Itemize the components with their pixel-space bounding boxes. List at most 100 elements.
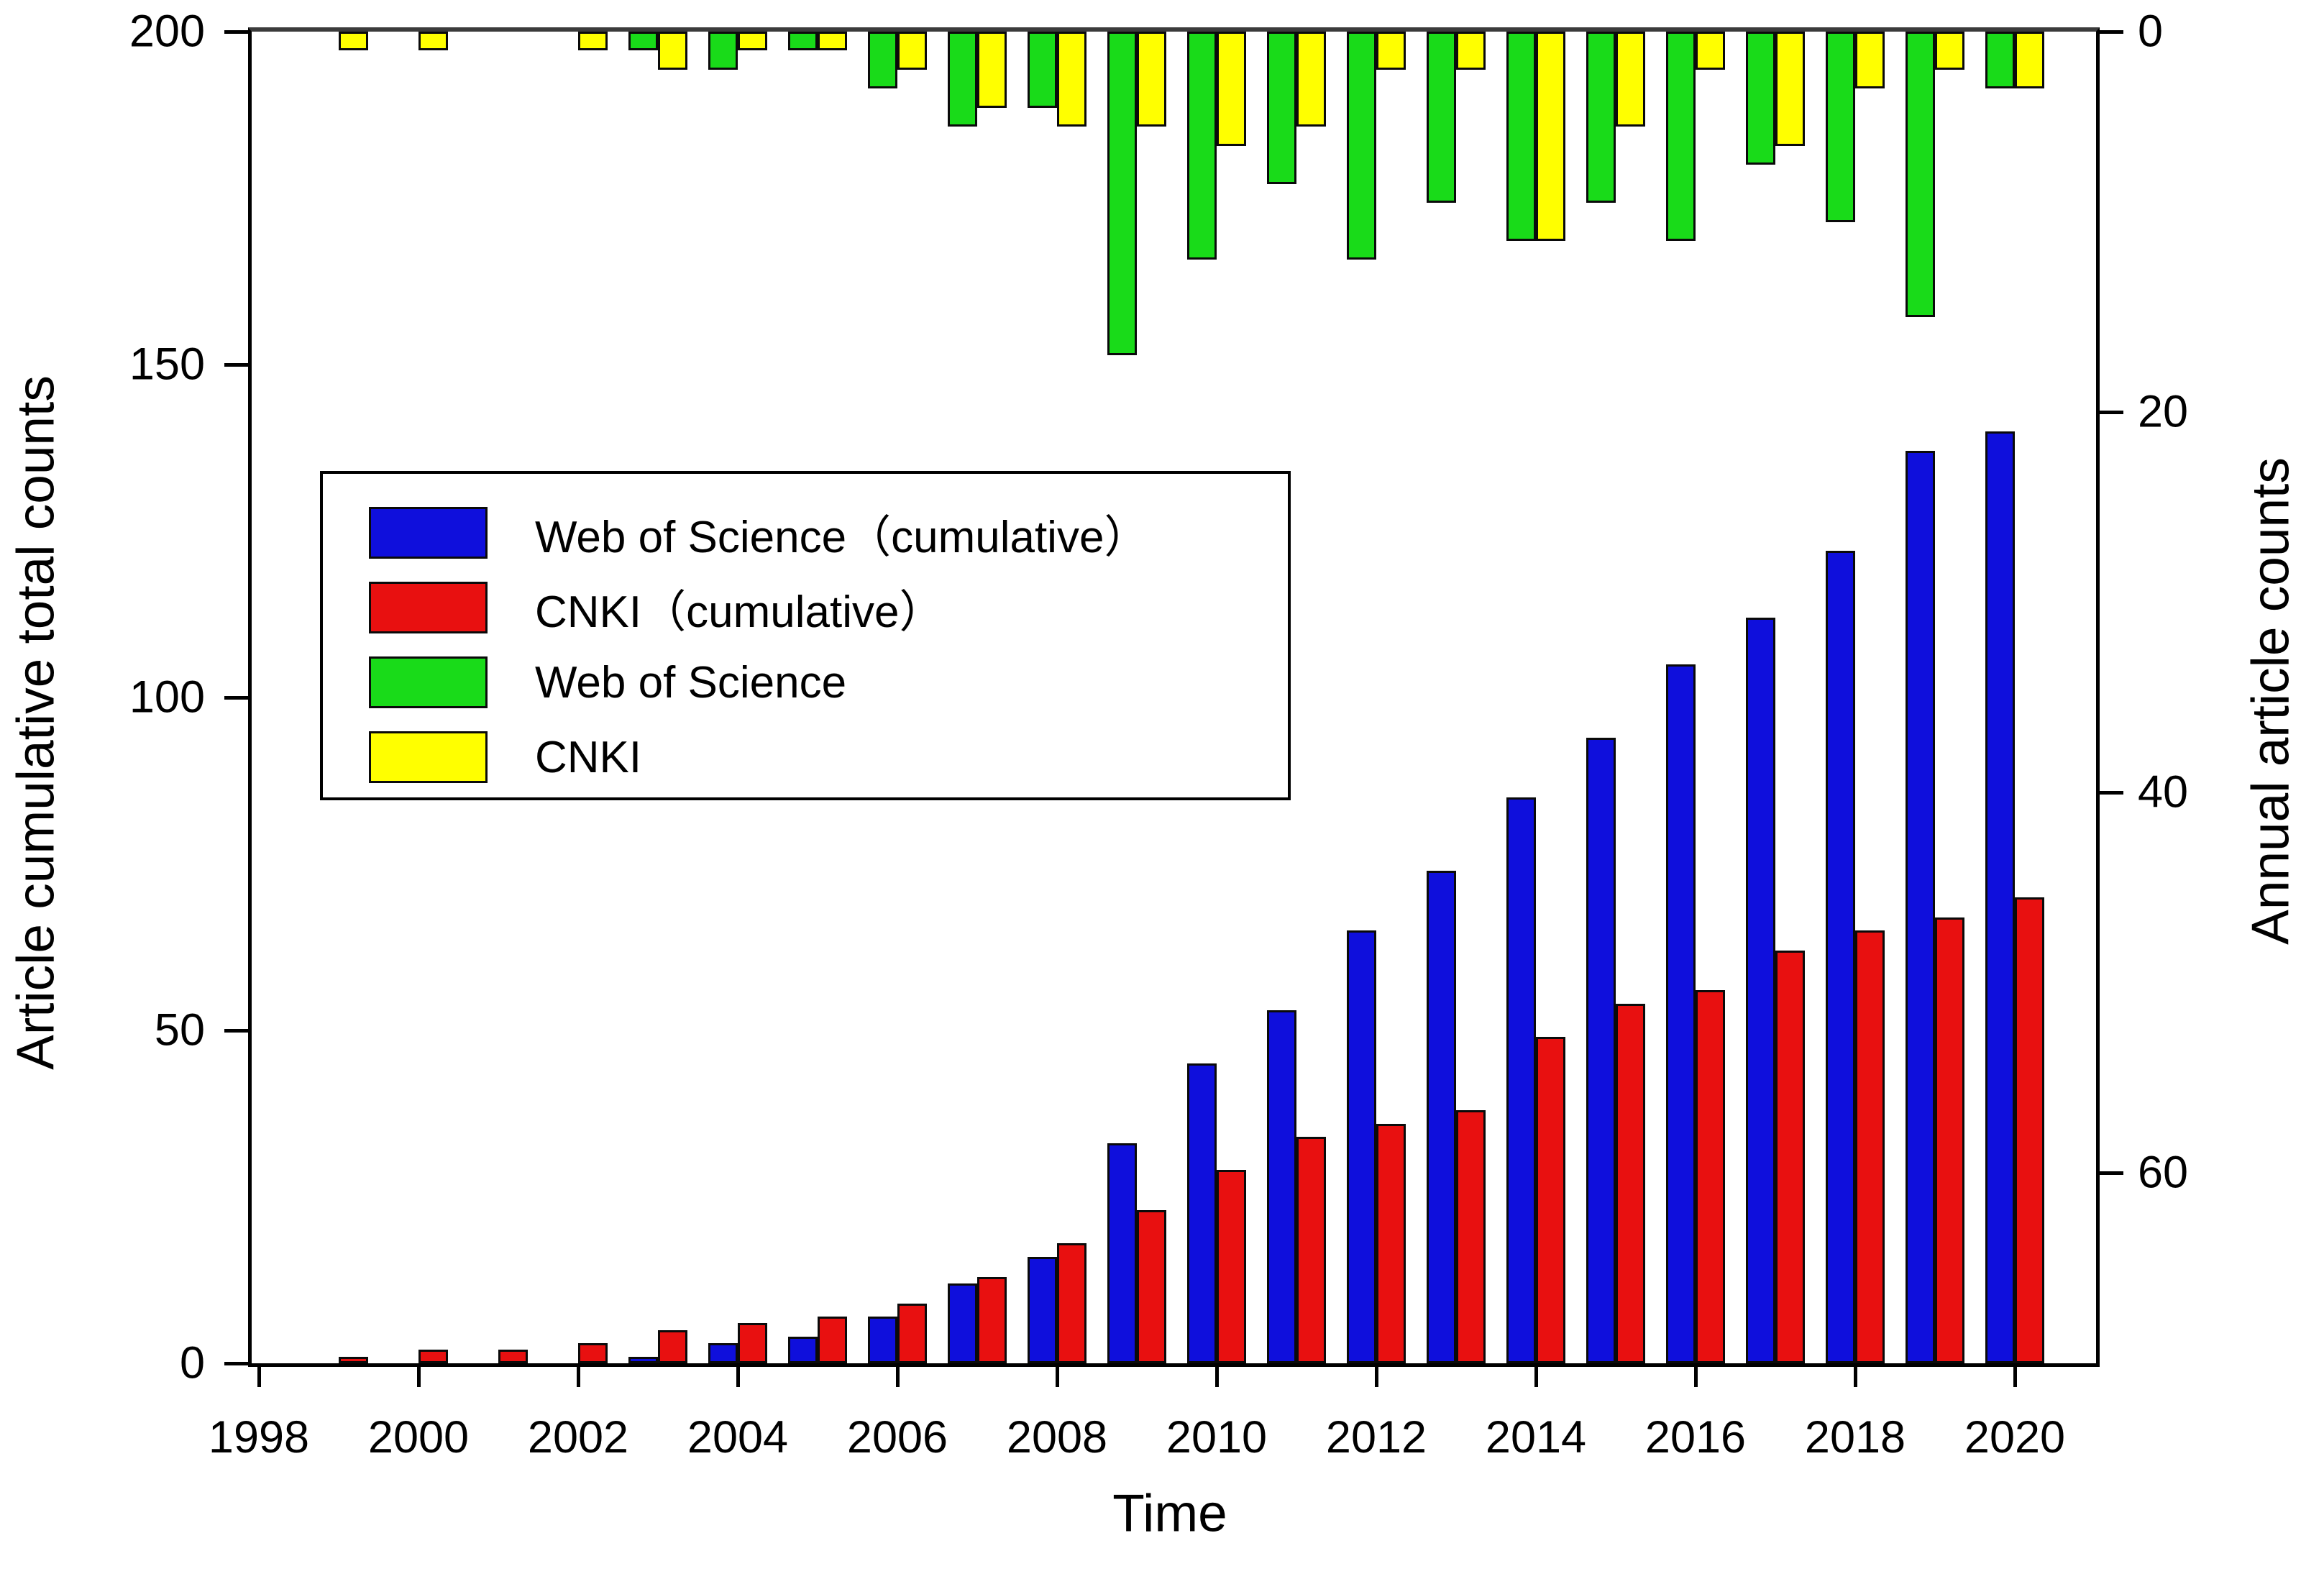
right-tick-label-60: 60 <box>2138 1147 2189 1198</box>
bar-cnki-2009 <box>1137 32 1166 127</box>
x-tick-2018 <box>1854 1363 1857 1387</box>
bar-cnki-2013 <box>1456 32 1486 70</box>
left-tick-0 <box>224 1361 248 1365</box>
bar-cnki-cumulative-2013 <box>1456 1110 1486 1363</box>
x-tick-2010 <box>1215 1363 1219 1387</box>
plot-area: 1998 2000 2002 2004 2006 2008 2010 2012 2014 2016… <box>129 9 2188 1460</box>
bar-cnki-cumulative-2003 <box>658 1330 687 1363</box>
x-tick-2014 <box>1534 1363 1538 1387</box>
bar-cnki-2012 <box>1376 32 1406 70</box>
bar-cnki-cumulative-2002 <box>578 1343 608 1363</box>
x-tick-label-2004: 2004 <box>687 1412 789 1463</box>
bar-web-of-science-cumulative-2017 <box>1746 618 1775 1363</box>
bar-cnki-cumulative-2012 <box>1376 1124 1406 1363</box>
bar-web-of-science-cumulative-2013 <box>1427 871 1456 1363</box>
legend-swatch-cnki-annual <box>369 731 488 783</box>
bar-web-of-science-cumulative-2020 <box>1985 431 2015 1363</box>
x-tick-label-2006: 2006 <box>846 1412 948 1463</box>
left-tick-100 <box>224 695 248 700</box>
bar-web-of-science-2004 <box>708 32 738 70</box>
bar-web-of-science-2008 <box>1028 32 1057 108</box>
bar-web-of-science-2009 <box>1107 32 1137 355</box>
bar-web-of-science-cumulative-2008 <box>1028 1257 1057 1363</box>
bar-web-of-science-cumulative-2011 <box>1267 1010 1296 1363</box>
bar-cnki-cumulative-2000 <box>418 1350 448 1363</box>
x-tick-2012 <box>1375 1363 1378 1387</box>
left-tick-label-50: 50 <box>154 1004 205 1056</box>
bar-cnki-2007 <box>977 32 1007 108</box>
legend-label-cnki-cumulative: CNKI（cumulative） <box>535 587 944 637</box>
bar-cnki-cumulative-2020 <box>2015 897 2044 1363</box>
bar-web-of-science-cumulative-2018 <box>1826 551 1855 1363</box>
bar-web-of-science-2015 <box>1586 32 1616 203</box>
bar-web-of-science-2011 <box>1267 32 1296 184</box>
left-tick-label-150: 150 <box>129 339 205 390</box>
bar-cnki-cumulative-2006 <box>897 1304 927 1363</box>
legend-label-wos-cumulative: Web of Science（cumulative） <box>535 513 1149 562</box>
x-tick-2000 <box>417 1363 421 1387</box>
legend-swatch-cnki-cumulative <box>369 582 488 633</box>
bar-web-of-science-cumulative-2014 <box>1506 797 1536 1363</box>
bar-cnki-2010 <box>1217 32 1246 146</box>
x-tick-label-2020: 2020 <box>1964 1412 2066 1463</box>
left-tick-label-100: 100 <box>129 672 205 723</box>
right-tick-40 <box>2100 790 2123 795</box>
bar-cnki-2014 <box>1536 32 1565 241</box>
right-tick-60 <box>2100 1171 2123 1175</box>
legend-item-wos-annual: Web of Science <box>323 645 1288 720</box>
x-tick-1998 <box>257 1363 261 1387</box>
x-tick-2004 <box>736 1363 740 1387</box>
x-tick-label-2008: 2008 <box>1006 1412 1108 1463</box>
bar-cnki-cumulative-2004 <box>738 1323 767 1363</box>
bar-cnki-2020 <box>2015 32 2044 88</box>
right-tick-20 <box>2100 410 2123 414</box>
bar-cnki-2002 <box>578 32 608 50</box>
bar-cnki-2008 <box>1057 32 1086 127</box>
x-tick-2016 <box>1694 1363 1698 1387</box>
legend-swatch-wos-cumulative <box>369 507 488 559</box>
x-axis-title: Time <box>1112 1484 1227 1543</box>
bar-cnki-2000 <box>418 32 448 50</box>
bar-web-of-science-cumulative-2010 <box>1187 1063 1217 1363</box>
x-tick-2008 <box>1056 1363 1059 1387</box>
bar-cnki-cumulative-2016 <box>1696 990 1725 1363</box>
legend-label-cnki-annual: CNKI <box>535 732 642 782</box>
bar-cnki-2011 <box>1296 32 1326 127</box>
legend-item-wos-cumulative: Web of Science（cumulative） <box>323 495 1288 570</box>
bar-cnki-cumulative-2010 <box>1217 1170 1246 1363</box>
x-tick-2006 <box>896 1363 900 1387</box>
bar-web-of-science-2012 <box>1347 32 1376 260</box>
bar-cnki-cumulative-2017 <box>1775 951 1805 1363</box>
legend-swatch-wos-annual <box>369 656 488 708</box>
bar-web-of-science-2013 <box>1427 32 1456 203</box>
bar-web-of-science-cumulative-2005 <box>788 1337 818 1363</box>
left-axis-title: Article cumulative total counts <box>6 375 65 1070</box>
bar-web-of-science-2018 <box>1826 32 1855 222</box>
legend-item-cnki-annual: CNKI <box>323 720 1288 795</box>
x-tick-label-2012: 2012 <box>1325 1412 1427 1463</box>
bar-cnki-2018 <box>1855 32 1885 88</box>
bar-cnki-1999 <box>339 32 368 50</box>
bar-web-of-science-cumulative-2019 <box>1906 451 1935 1363</box>
bar-cnki-2017 <box>1775 32 1805 146</box>
bar-cnki-cumulative-2014 <box>1536 1037 1565 1363</box>
bar-cnki-cumulative-2015 <box>1616 1004 1645 1363</box>
x-tick-label-2014: 2014 <box>1485 1412 1587 1463</box>
x-tick-label-1998: 1998 <box>208 1412 310 1463</box>
bar-web-of-science-cumulative-2004 <box>708 1343 738 1363</box>
bar-web-of-science-2016 <box>1666 32 1696 241</box>
bar-cnki-cumulative-2019 <box>1935 917 1964 1363</box>
bar-web-of-science-cumulative-2012 <box>1347 930 1376 1363</box>
x-tick-2020 <box>2013 1363 2017 1387</box>
x-tick-label-2010: 2010 <box>1166 1412 1268 1463</box>
bar-web-of-science-cumulative-2016 <box>1666 664 1696 1363</box>
bar-web-of-science-2003 <box>628 32 658 50</box>
bar-cnki-cumulative-2001 <box>498 1350 528 1363</box>
bar-web-of-science-2005 <box>788 32 818 50</box>
bar-web-of-science-cumulative-2006 <box>868 1317 897 1363</box>
bar-cnki-cumulative-2011 <box>1296 1137 1326 1363</box>
bar-web-of-science-2017 <box>1746 32 1775 165</box>
x-tick-2002 <box>577 1363 580 1387</box>
right-axis-title: Annual article counts <box>2241 457 2300 945</box>
